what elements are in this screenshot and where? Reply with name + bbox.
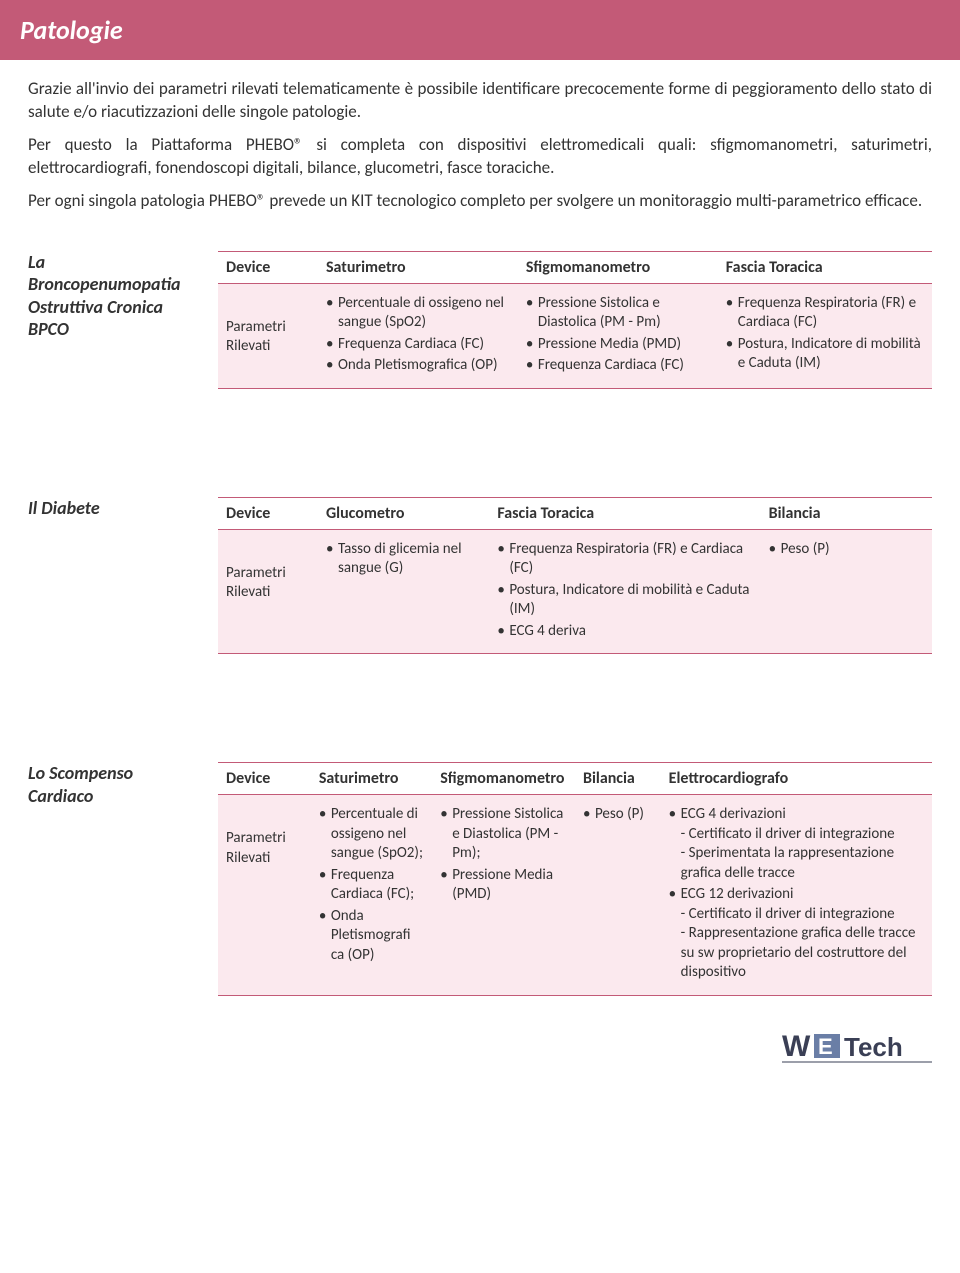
list-item: Frequenza Cardiaca (FC): [326, 335, 510, 355]
col-header: Bilancia: [575, 763, 661, 795]
col-header: Sfigmomanometro: [432, 763, 575, 795]
cell: Frequenza Respiratoria (FR) e Cardiaca (…: [718, 283, 932, 388]
section-diabete: Il Diabete Device Glucometro Fascia Tora…: [0, 479, 960, 655]
bpco-table: Device Saturimetro Sfigmomanometro Fasci…: [218, 251, 932, 389]
row-label: Parametri Rilevati: [218, 283, 318, 388]
logo-tech-text: Tech: [844, 1032, 903, 1062]
wetech-logo: W E Tech: [782, 1026, 932, 1075]
col-header: Device: [218, 251, 318, 283]
col-header: Saturimetro: [318, 251, 518, 283]
intro-paragraph-2: Per questo la Piattaforma PHEBO® si comp…: [28, 134, 932, 180]
scompenso-table: Device Saturimetro Sfigmomanometro Bilan…: [218, 762, 932, 996]
section-scompenso: Lo Scompenso Cardiaco Device Saturimetro…: [0, 744, 960, 996]
col-header: Fascia Toracica: [718, 251, 932, 283]
cell: Pressione Sistolica e Diastolica (PM - P…: [518, 283, 718, 388]
logo-we-text: W: [782, 1030, 811, 1063]
diabete-table-wrap: Device Glucometro Fascia Toracica Bilanc…: [218, 497, 932, 655]
row-label: Parametri Rilevati: [218, 795, 311, 996]
list-item: Frequenza Cardiaca (FC): [526, 356, 710, 376]
cell: Frequenza Respiratoria (FR) e Cardiaca (…: [489, 529, 760, 654]
col-header: Device: [218, 497, 318, 529]
list-item: Peso (P): [583, 805, 653, 825]
list-item: Pressione Sistolica e Diastolica (PM - P…: [526, 294, 710, 333]
page-title: Patologie: [20, 14, 123, 46]
table-row: Parametri Rilevati Tasso di glicemia nel…: [218, 529, 932, 654]
logo-e-text: E: [818, 1034, 833, 1059]
bpco-table-wrap: Device Saturimetro Sfigmomanometro Fasci…: [218, 251, 932, 389]
list-item: ECG 4 derivazioni - Certificato il drive…: [669, 805, 924, 883]
section-bpco: La Broncopenumopatia Ostruttiva Cronica …: [0, 233, 960, 389]
section-title-diabete: Il Diabete: [28, 497, 218, 655]
scompenso-table-wrap: Device Saturimetro Sfigmomanometro Bilan…: [218, 762, 932, 996]
list-item: Percentuale di ossigeno nel sangue (SpO2…: [319, 805, 424, 864]
list-item: Frequenza Respiratoria (FR) e Cardiaca (…: [726, 294, 924, 333]
col-header: Fascia Toracica: [489, 497, 760, 529]
col-header: Sfigmomanometro: [518, 251, 718, 283]
table-header-row: Device Glucometro Fascia Toracica Bilanc…: [218, 497, 932, 529]
col-header: Glucometro: [318, 497, 489, 529]
bpco-title-line: Ostruttiva Cronica: [28, 296, 163, 318]
list-item: Percentuale di ossigeno nel sangue (SpO2…: [326, 294, 510, 333]
bpco-title-line: BPCO: [28, 318, 69, 340]
diabete-table: Device Glucometro Fascia Toracica Bilanc…: [218, 497, 932, 655]
list-item: Onda Pletismografica (OP): [326, 356, 510, 376]
diabete-title-prefix: Il: [28, 497, 41, 519]
cell: Peso (P): [575, 795, 661, 996]
col-header: Saturimetro: [311, 763, 432, 795]
cell: Peso (P): [761, 529, 932, 654]
cell: Percentuale di ossigeno nel sangue (SpO2…: [311, 795, 432, 996]
col-header: Elettrocardiografo: [661, 763, 932, 795]
intro-block: Grazie all'invio dei parametri rilevati …: [0, 60, 960, 233]
section-title-bpco: La Broncopenumopatia Ostruttiva Cronica …: [28, 251, 218, 389]
bpco-title-line: Broncopenumopatia: [28, 273, 180, 295]
table-header-row: Device Saturimetro Sfigmomanometro Bilan…: [218, 763, 932, 795]
cell: Percentuale di ossigeno nel sangue (SpO2…: [318, 283, 518, 388]
list-item: Pressione Media (PMD): [526, 335, 710, 355]
table-row: Parametri Rilevati Percentuale di ossige…: [218, 795, 932, 996]
list-item: ECG 12 derivazioni - Certificato il driv…: [669, 885, 924, 983]
list-item: Postura, Indicatore di mobilità e Caduta…: [726, 335, 924, 374]
list-item: ECG 4 deriva: [497, 622, 752, 642]
cell: Tasso di glicemia nel sangue (G): [318, 529, 489, 654]
intro-paragraph-3: Per ogni singola patologia PHEBO® preved…: [28, 190, 932, 213]
scompenso-title-line: Cardiaco: [28, 785, 93, 807]
col-header: Bilancia: [761, 497, 932, 529]
list-item: Frequenza Respiratoria (FR) e Cardiaca (…: [497, 540, 752, 579]
cell: Pressione Sistolica e Diastolica (PM - P…: [432, 795, 575, 996]
list-item: Frequenza Cardiaca (FC);: [319, 866, 424, 905]
list-item: Tasso di glicemia nel sangue (G): [326, 540, 481, 579]
page-header: Patologie: [0, 0, 960, 60]
cell: ECG 4 derivazioni - Certificato il drive…: [661, 795, 932, 996]
list-item: Peso (P): [769, 540, 924, 560]
col-header: Device: [218, 763, 311, 795]
diabete-title-main: Diabete: [41, 497, 99, 519]
section-title-scompenso: Lo Scompenso Cardiaco: [28, 762, 218, 996]
list-item: Pressione Sistolica e Diastolica (PM - P…: [440, 805, 567, 864]
table-header-row: Device Saturimetro Sfigmomanometro Fasci…: [218, 251, 932, 283]
list-item: Postura, Indicatore di mobilità e Caduta…: [497, 581, 752, 620]
table-row: Parametri Rilevati Percentuale di ossige…: [218, 283, 932, 388]
scompenso-title-line: Lo Scompenso: [28, 762, 133, 784]
list-item: Pressione Media (PMD): [440, 866, 567, 905]
logo-wrap: W E Tech: [0, 996, 960, 1085]
list-item: Onda Pletismografi ca (OP): [319, 907, 424, 966]
intro-paragraph-1: Grazie all'invio dei parametri rilevati …: [28, 78, 932, 124]
row-label: Parametri Rilevati: [218, 529, 318, 654]
bpco-title-line: La: [28, 251, 45, 273]
